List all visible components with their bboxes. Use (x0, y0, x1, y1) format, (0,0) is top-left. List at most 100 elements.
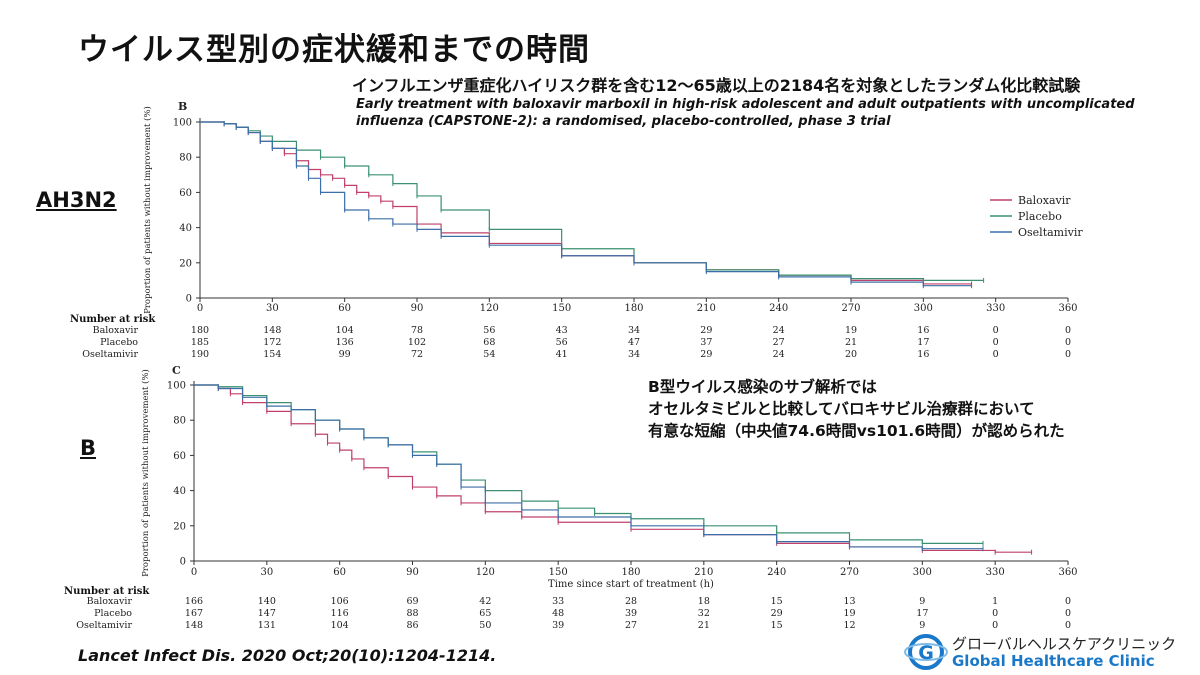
risk-value: 116 (331, 608, 349, 619)
risk-value: 0 (993, 325, 999, 336)
risk-value: 9 (919, 596, 925, 607)
risk-value: 148 (185, 620, 203, 631)
clinic-logo: G グローバルヘルスケアクリニック Global Healthcare Clin… (904, 633, 1176, 671)
x-tick-label: 30 (266, 303, 279, 314)
risk-value: 15 (771, 620, 783, 631)
x-tick-label: 360 (1058, 567, 1077, 578)
x-tick-label: 360 (1058, 303, 1077, 314)
risk-value: 24 (773, 325, 785, 336)
risk-value: 140 (258, 596, 276, 607)
risk-value: 172 (263, 337, 281, 348)
risk-value: 65 (479, 608, 491, 619)
risk-value: 9 (919, 620, 925, 631)
risk-value: 13 (843, 596, 855, 607)
legend-label: Placebo (1018, 210, 1062, 223)
risk-row-name: Oseltamivir (82, 349, 138, 360)
risk-value: 167 (185, 608, 203, 619)
risk-table-title: Number at risk (64, 586, 150, 597)
x-tick-label: 90 (406, 567, 419, 578)
risk-value: 47 (628, 337, 640, 348)
x-tick-label: 30 (260, 567, 273, 578)
risk-row-name: Placebo (100, 337, 138, 348)
risk-value: 39 (552, 620, 564, 631)
risk-value: 27 (625, 620, 637, 631)
risk-table-title: Number at risk (70, 314, 156, 325)
x-tick-label: 270 (841, 303, 860, 314)
y-tick-label: 80 (179, 153, 192, 164)
x-tick-label: 300 (914, 303, 933, 314)
risk-value: 104 (336, 325, 354, 336)
risk-value: 54 (483, 349, 495, 360)
risk-value: 78 (411, 325, 423, 336)
risk-value: 0 (1065, 325, 1071, 336)
x-tick-label: 90 (411, 303, 424, 314)
series-line-oseltamivir (200, 121, 972, 287)
risk-value: 56 (483, 325, 495, 336)
y-tick-label: 0 (180, 557, 186, 568)
finding-line-3: 有意な短縮（中央値74.6時間vs101.6時間）が認められた (648, 422, 1065, 440)
risk-value: 33 (552, 596, 564, 607)
y-axis-label: Proportion of patients without improveme… (142, 106, 153, 314)
risk-value: 86 (406, 620, 418, 631)
x-tick-label: 120 (480, 303, 499, 314)
panel-label: C (172, 364, 181, 377)
x-tick-label: 150 (552, 303, 571, 314)
risk-row-name: Baloxavir (93, 325, 139, 336)
risk-value: 166 (185, 596, 203, 607)
risk-value: 69 (406, 596, 418, 607)
risk-value: 154 (263, 349, 281, 360)
x-tick-label: 270 (840, 567, 859, 578)
risk-value: 0 (1065, 337, 1071, 348)
series-line-oseltamivir (194, 384, 984, 550)
series-line-baloxavir (200, 121, 972, 285)
risk-value: 0 (993, 337, 999, 348)
clinic-name-jp: グローバルヘルスケアクリニック (952, 635, 1177, 653)
risk-value: 39 (625, 608, 637, 619)
x-tick-label: 0 (197, 303, 203, 314)
y-tick-label: 20 (173, 521, 186, 532)
risk-value: 0 (1065, 608, 1071, 619)
risk-value: 34 (628, 349, 640, 360)
y-tick-label: 40 (173, 486, 186, 497)
risk-value: 43 (556, 325, 568, 336)
risk-value: 0 (1065, 349, 1071, 360)
y-tick-label: 80 (173, 416, 186, 427)
x-tick-label: 210 (697, 303, 716, 314)
risk-value: 50 (479, 620, 491, 631)
x-tick-label: 210 (694, 567, 713, 578)
x-tick-label: 180 (621, 567, 640, 578)
x-tick-label: 300 (913, 567, 932, 578)
risk-value: 99 (339, 349, 351, 360)
series-line-placebo (200, 121, 984, 281)
risk-value: 48 (552, 608, 564, 619)
risk-value: 20 (845, 349, 857, 360)
risk-value: 28 (625, 596, 637, 607)
risk-row-name: Baloxavir (87, 596, 133, 607)
risk-value: 88 (406, 608, 418, 619)
y-tick-label: 20 (179, 258, 192, 269)
x-tick-label: 120 (476, 567, 495, 578)
risk-row-name: Oseltamivir (76, 620, 132, 631)
risk-value: 16 (917, 349, 929, 360)
risk-value: 29 (771, 608, 783, 619)
risk-value: 0 (1065, 596, 1071, 607)
citation: Lancet Infect Dis. 2020 Oct;20(10):1204-… (78, 646, 497, 665)
risk-row-name: Placebo (94, 608, 132, 619)
risk-value: 37 (700, 337, 712, 348)
finding-callout: B型ウイルス感染のサブ解析では オセルタミビルと比較してバロキサビル治療群におい… (648, 376, 1065, 442)
x-tick-label: 180 (624, 303, 643, 314)
risk-value: 131 (258, 620, 276, 631)
risk-value: 17 (917, 337, 929, 348)
risk-value: 102 (408, 337, 426, 348)
risk-value: 16 (917, 325, 929, 336)
risk-value: 21 (845, 337, 857, 348)
risk-value: 24 (773, 349, 785, 360)
clinic-name-en: Global Healthcare Clinic (952, 652, 1155, 670)
panel-label: B (178, 100, 187, 113)
x-tick-label: 150 (549, 567, 568, 578)
risk-value: 0 (992, 620, 998, 631)
y-tick-label: 40 (179, 223, 192, 234)
risk-value: 0 (1065, 620, 1071, 631)
y-tick-label: 60 (179, 188, 192, 199)
